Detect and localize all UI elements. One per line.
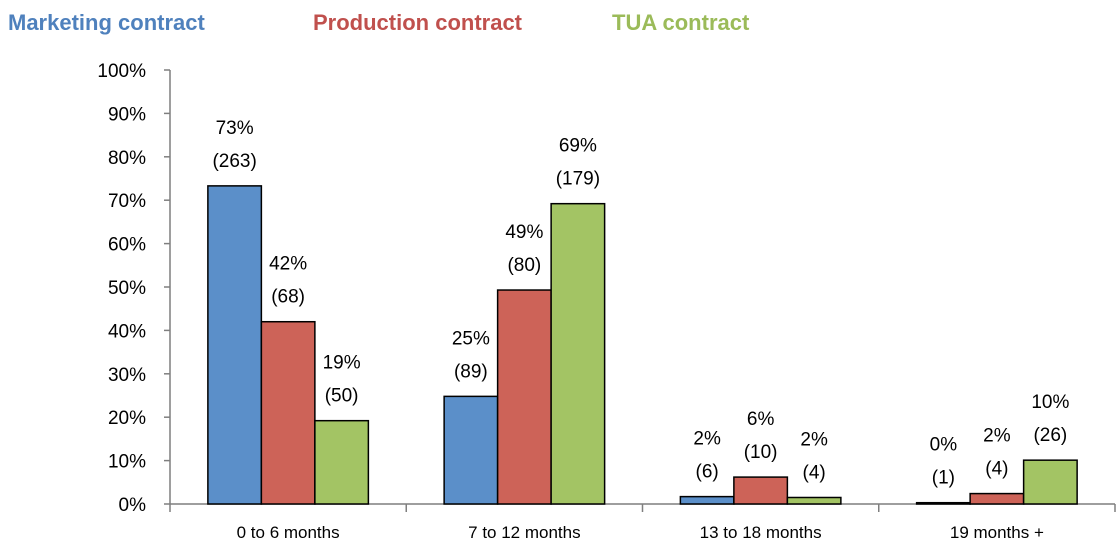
bar [1022,459,1078,505]
data-label: 25% (89) [452,328,490,382]
x-tick-label: 13 to 18 months [700,523,822,542]
data-label-line: 25% [452,328,490,349]
data-label-line: 73% [216,118,254,139]
data-label: 10% (26) [1031,392,1069,446]
data-label-line: 19% [323,353,361,374]
data-label-line: 69% [559,136,597,157]
x-tick-label: 7 to 12 months [468,523,580,542]
data-label-line: (1) [932,468,955,489]
bar [969,492,1025,505]
y-tick-label: 30% [108,365,146,386]
y-tick-label: 40% [108,321,146,342]
data-label-line: 2% [693,429,721,450]
data-label-line: (179) [556,169,600,190]
bar [207,185,263,505]
data-label-line: (4) [985,459,1008,480]
data-label: 2% (4) [800,429,828,483]
data-label: 49% (80) [505,222,543,276]
data-label: 2% (6) [693,429,721,483]
data-label-line: (4) [803,462,826,483]
y-tick-label: 80% [108,148,146,169]
data-label-line: 49% [505,222,543,243]
data-label-line: 2% [800,429,828,450]
bar [786,496,842,505]
data-label-line: (6) [696,462,719,483]
data-label-line: 6% [747,409,775,430]
bar [679,495,735,505]
data-label-line: (10) [744,442,778,463]
bar [314,419,370,505]
y-tick-label: 60% [108,235,146,256]
data-label: 42% (68) [269,254,307,308]
data-label-line: (68) [271,287,305,308]
y-tick-label: 100% [97,61,146,82]
bar [915,501,971,505]
data-label-line: 2% [983,426,1011,447]
data-label-line: (263) [212,151,256,172]
data-label: 2% (4) [983,426,1011,480]
y-tick-label: 50% [108,278,146,299]
y-tick-label: 90% [108,104,146,125]
x-tick-label: 0 to 6 months [237,523,340,542]
y-tick-label: 20% [108,408,146,429]
data-label: 0% (1) [930,435,958,489]
data-label: 69% (179) [556,136,600,190]
data-label-line: 0% [930,435,958,456]
data-label: 73% (263) [212,118,256,172]
bar [550,202,606,505]
bar [260,320,316,505]
legend-entry: Marketing contract [8,10,205,35]
bar [443,395,499,505]
data-label: 6% (10) [744,409,778,463]
data-label-line: (89) [454,361,488,382]
data-label-line: (80) [507,255,541,276]
bar [496,289,552,505]
y-tick-label: 0% [119,495,147,516]
data-label-line: (26) [1033,425,1067,446]
data-label: 19% (50) [323,353,361,407]
y-tick-label: 70% [108,191,146,212]
x-tick-label: 19 months + [950,523,1044,542]
data-label-line: (50) [325,386,359,407]
legend-entry: Production contract [313,10,523,35]
data-label-line: 10% [1031,392,1069,413]
legend-entry: TUA contract [612,10,750,35]
y-tick-label: 10% [108,452,146,473]
data-label-line: 42% [269,254,307,275]
bar [733,476,789,505]
